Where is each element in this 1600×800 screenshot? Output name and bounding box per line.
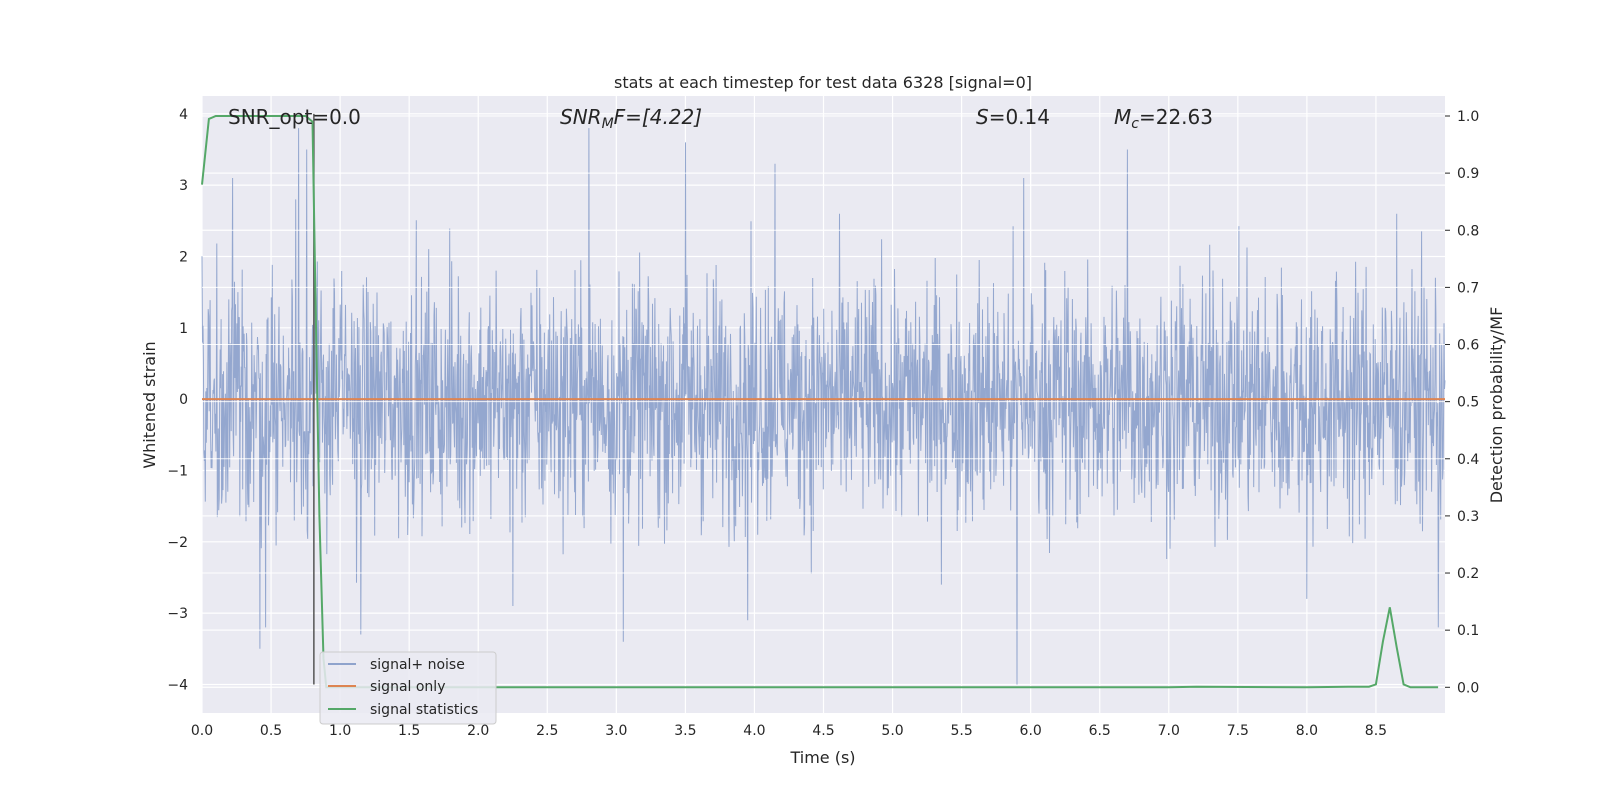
chart-title: stats at each timestep for test data 632… [614,73,1032,92]
y-tick-label: −2 [167,535,188,551]
y-tick-label: −3 [167,606,188,622]
y2-tick-label: 0.4 [1457,452,1479,468]
y2-tick-label: 1.0 [1457,109,1479,125]
x-tick-label: 3.5 [674,723,696,739]
s-annotation: S=0.14 [976,105,1050,129]
x-tick-label: 4.0 [743,723,765,739]
x-tick-label: 5.5 [950,723,972,739]
legend-label-noise: signal+ noise [370,657,465,673]
y2-tick-label: 0.2 [1457,566,1479,582]
x-tick-label: 6.0 [1020,723,1042,739]
y2-tick-label: 0.6 [1457,338,1479,354]
x-tick-label: 5.0 [881,723,903,739]
y2-tick-label: 0.0 [1457,680,1479,696]
x-tick-label: 8.0 [1296,723,1318,739]
y2-axis-title: Detection probability/MF [1487,307,1506,504]
x-tick-label: 0.5 [260,723,282,739]
y2-tick-label: 0.5 [1457,395,1479,411]
y2-tick-label: 0.7 [1457,280,1479,296]
y2-tick-label: 0.8 [1457,223,1479,239]
legend-label-signal: signal only [370,679,445,695]
x-tick-label: 7.0 [1158,723,1180,739]
y2-tick-label: 0.1 [1457,623,1479,639]
x-tick-label: 8.5 [1365,723,1387,739]
x-tick-label: 1.0 [329,723,351,739]
legend-label-statistics: signal statistics [370,702,478,718]
y-axis-title: Whitened strain [140,341,159,468]
snr-opt-annotation: SNR_opt=0.0 [228,105,361,129]
y-tick-label: 1 [179,321,188,337]
x-tick-label: 6.5 [1089,723,1111,739]
y-tick-label: 4 [179,107,188,123]
y-tick-label: 2 [179,249,188,265]
x-tick-label: 3.0 [605,723,627,739]
x-tick-label: 2.0 [467,723,489,739]
x-tick-label: 7.5 [1227,723,1249,739]
x-axis-title: Time (s) [789,748,855,767]
snr-mf-annotation: SNRMF=[4.22] [560,105,702,132]
tick-labels: 0.0 0.5 1.0 1.5 2.0 2.5 3.0 3.5 4.0 4.5 5.0 5.5 6.0 6… [167,107,1479,739]
mc-annotation: Mc=22.63 [1114,105,1213,132]
legend-box [319,651,497,725]
y2-tick-label: 0.9 [1457,166,1479,182]
y-tick-label: −4 [167,677,188,693]
x-tick-label: 2.5 [536,723,558,739]
y-tick-label: −1 [167,463,188,479]
y-tick-label: 3 [179,178,188,194]
x-tick-label: 1.5 [398,723,420,739]
legend: signal+ noise signal only signal statist… [319,651,497,725]
y2-tick-label: 0.3 [1457,509,1479,525]
x-tick-label: 4.5 [812,723,834,739]
x-tick-label: 0.0 [191,723,213,739]
y-tick-label: 0 [179,392,188,408]
